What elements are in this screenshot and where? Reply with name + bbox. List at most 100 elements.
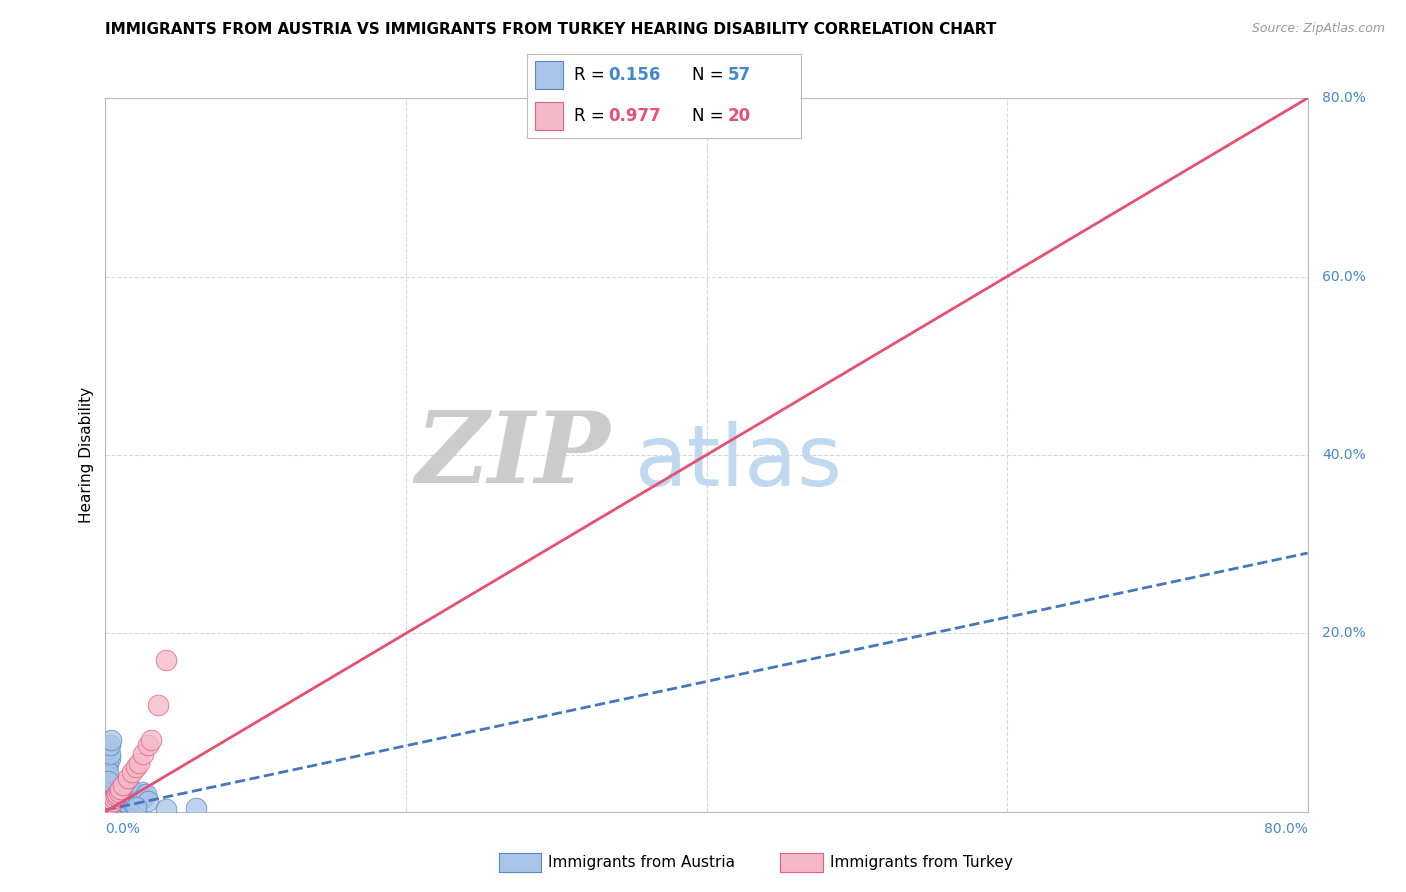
Point (121, 764, 143, 779)
Point (98, 787, 121, 801)
Point (96, 803, 118, 817)
Point (108, 794, 131, 808)
Point (115, 785, 138, 799)
Point (110, 789, 132, 803)
Point (124, 760, 146, 774)
Text: 57: 57 (727, 66, 751, 84)
Text: 0.977: 0.977 (609, 107, 661, 125)
Point (107, 782, 129, 797)
Text: Immigrants from Austria: Immigrants from Austria (548, 855, 735, 870)
Point (96, 804, 118, 818)
Point (139, 733, 162, 747)
Point (135, 787, 157, 801)
Text: IMMIGRANTS FROM AUSTRIA VS IMMIGRANTS FROM TURKEY HEARING DISABILITY CORRELATION: IMMIGRANTS FROM AUSTRIA VS IMMIGRANTS FR… (105, 22, 997, 37)
Point (101, 785, 124, 799)
Point (103, 791, 125, 805)
Point (98, 796, 121, 810)
Text: N =: N = (692, 107, 728, 125)
Point (98, 778, 121, 792)
Point (98, 804, 121, 818)
Point (128, 756, 150, 770)
Point (155, 653, 177, 667)
Point (114, 789, 136, 803)
Point (110, 782, 132, 797)
Y-axis label: Hearing Disability: Hearing Disability (79, 387, 94, 523)
Point (107, 791, 129, 805)
Point (184, 801, 207, 815)
Point (136, 794, 159, 808)
Point (108, 785, 131, 799)
Text: 60.0%: 60.0% (1322, 269, 1365, 284)
Point (111, 787, 134, 801)
Text: 0.156: 0.156 (609, 66, 661, 84)
Point (120, 794, 142, 808)
Text: 20: 20 (727, 107, 751, 125)
Point (118, 787, 141, 801)
Point (98, 751, 121, 765)
Text: 0.0%: 0.0% (105, 822, 141, 837)
Point (100, 796, 122, 810)
Text: 40.0%: 40.0% (1322, 448, 1365, 462)
Point (96, 760, 118, 774)
Text: N =: N = (692, 66, 728, 84)
Point (124, 791, 146, 805)
Point (100, 791, 122, 805)
Point (107, 787, 129, 801)
Point (131, 785, 153, 799)
Point (97, 782, 120, 797)
Point (97, 773, 120, 788)
Point (98, 738, 121, 752)
Point (96, 802, 118, 816)
Text: 80.0%: 80.0% (1322, 91, 1365, 105)
Text: R =: R = (574, 66, 610, 84)
Bar (536, 102, 562, 130)
Point (103, 789, 125, 803)
Point (96, 787, 118, 801)
Point (155, 802, 177, 816)
Point (97, 800, 120, 814)
Point (125, 787, 148, 801)
Point (103, 797, 125, 812)
Point (129, 789, 152, 803)
Point (117, 791, 139, 805)
Point (98, 797, 121, 812)
Point (97, 756, 120, 770)
Point (112, 794, 135, 808)
Point (97, 764, 120, 779)
Point (100, 733, 122, 747)
Point (104, 789, 127, 803)
Point (146, 698, 169, 712)
Point (132, 791, 155, 805)
Point (122, 785, 145, 799)
Point (128, 794, 150, 808)
Text: Immigrants from Turkey: Immigrants from Turkey (830, 855, 1012, 870)
Point (108, 785, 131, 799)
Point (98, 747, 121, 761)
Point (97, 800, 120, 814)
Point (104, 787, 127, 801)
Point (136, 738, 159, 752)
Point (96, 796, 118, 810)
Bar (536, 62, 562, 89)
Point (101, 794, 124, 808)
Text: atlas: atlas (634, 420, 842, 504)
Point (121, 789, 143, 803)
Point (110, 797, 132, 812)
Point (96, 742, 118, 756)
Point (100, 782, 122, 797)
Text: R =: R = (574, 107, 610, 125)
Text: 20.0%: 20.0% (1322, 626, 1365, 640)
Point (117, 771, 139, 785)
Point (96, 769, 118, 783)
Point (132, 747, 155, 761)
Point (124, 800, 146, 814)
Text: Source: ZipAtlas.com: Source: ZipAtlas.com (1251, 22, 1385, 36)
Point (112, 782, 135, 797)
Point (97, 791, 120, 805)
Point (112, 778, 135, 792)
Point (101, 794, 124, 808)
Text: ZIP: ZIP (415, 407, 610, 503)
Point (97, 803, 120, 817)
Text: 80.0%: 80.0% (1264, 822, 1308, 837)
Point (104, 796, 127, 810)
